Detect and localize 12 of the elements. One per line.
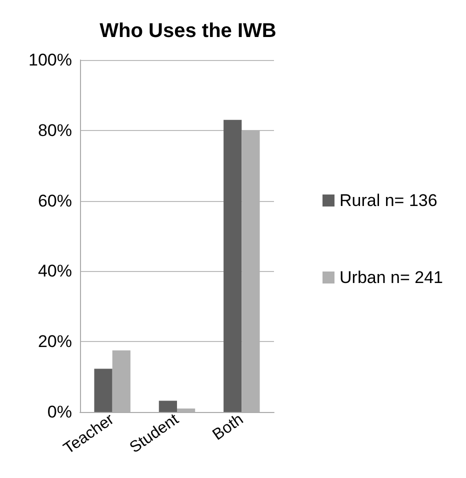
y-tick-label: 60% <box>38 191 72 210</box>
bar <box>158 400 177 412</box>
bar <box>94 368 112 412</box>
legend-label: Urban n= 241 <box>340 268 444 287</box>
legend-label: Rural n= 136 <box>340 191 438 210</box>
y-tick-label: 100% <box>28 50 72 70</box>
bar <box>224 120 242 412</box>
y-tick-label: 20% <box>38 332 72 352</box>
y-tick-label: 80% <box>38 120 72 140</box>
chart-title: Who Uses the IWB <box>100 20 276 42</box>
x-tick-label: Both <box>210 411 247 444</box>
y-tick-label: 40% <box>38 262 72 281</box>
